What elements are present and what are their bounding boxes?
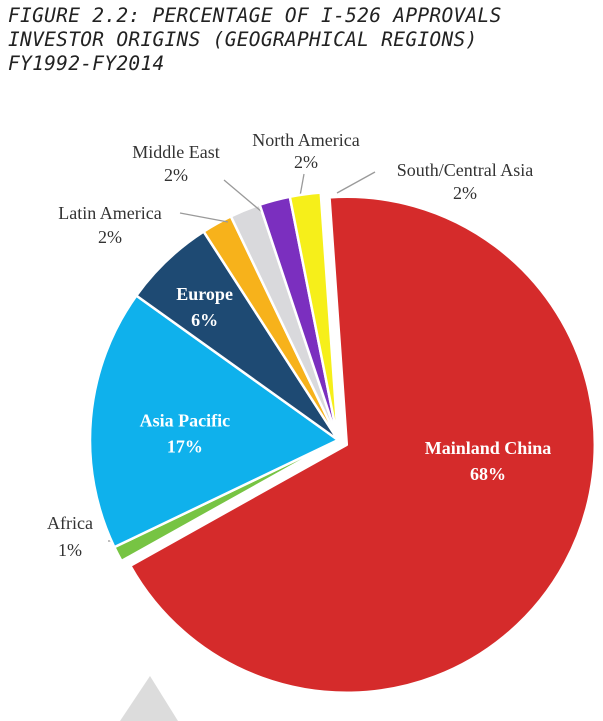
slice-value-label: 1% (58, 540, 82, 560)
leader-line (336, 171, 376, 194)
slice-value-label: 17% (167, 437, 203, 457)
slice-name-label: North America (252, 130, 359, 150)
slice-value-label: 2% (453, 183, 477, 203)
slice-value-label: 68% (470, 464, 506, 484)
chart-title: FIGURE 2.2: PERCENTAGE OF I-526 APPROVAL… (8, 4, 598, 76)
slice-value-label: 2% (164, 165, 188, 185)
title-line-3: FY1992-FY2014 (8, 52, 165, 75)
slice-name-label: Africa (47, 513, 93, 533)
slice-name-label: Latin America (58, 203, 161, 223)
decorative-pointer (120, 676, 178, 721)
pie-slice-mainland-china (129, 195, 597, 695)
slice-name-label: Europe (176, 284, 233, 304)
pie-slice-south-central-asia (288, 191, 340, 442)
title-line-2: INVESTOR ORIGINS (GEOGRAPHICAL REGIONS) (8, 28, 478, 51)
pie-slice-asia-pacific (88, 294, 340, 549)
slice-value-label: 2% (294, 152, 318, 172)
leader-line (179, 212, 229, 223)
leader-line (299, 173, 305, 197)
slice-value-label: 2% (98, 227, 122, 247)
leader-line (223, 179, 263, 213)
slice-name-label: Asia Pacific (140, 411, 230, 431)
title-line-1: FIGURE 2.2: PERCENTAGE OF I-526 APPROVAL… (8, 4, 502, 27)
slice-name-label: South/Central Asia (397, 160, 534, 180)
slice-name-label: Mainland China (425, 438, 552, 458)
slice-name-label: Middle East (132, 142, 220, 162)
slice-value-label: 6% (191, 310, 218, 330)
